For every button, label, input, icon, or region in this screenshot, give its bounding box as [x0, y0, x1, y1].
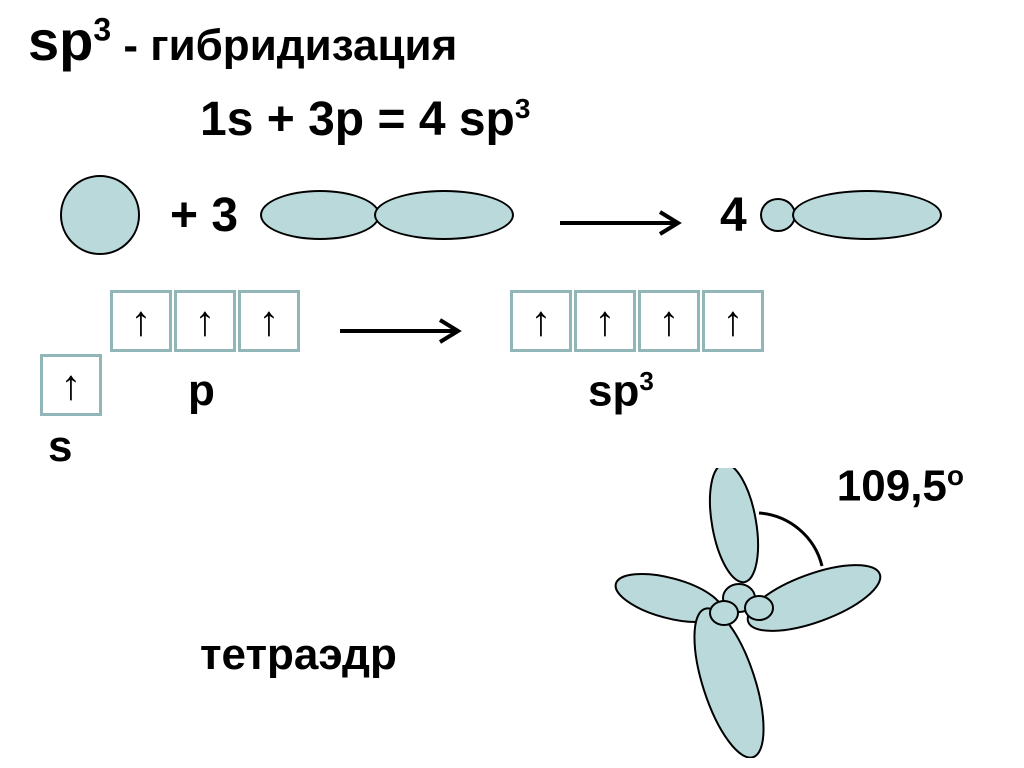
sp3-label-text: sp	[588, 367, 639, 416]
title-sup: 3	[93, 11, 111, 47]
tetrahedral-diagram	[564, 468, 904, 758]
orbital-box-sp3: ↑	[638, 290, 700, 352]
plus-three-label: + 3	[170, 188, 238, 243]
electron-arrow-icon: ↑	[131, 297, 152, 345]
sp3-label: sp3	[588, 366, 654, 417]
p-label: p	[188, 366, 215, 416]
title-sp: sp	[28, 9, 93, 72]
sp3-label-sup: 3	[639, 366, 653, 396]
equation-sup: 3	[515, 93, 531, 124]
electron-arrow-icon: ↑	[61, 361, 82, 409]
equation-text: 1s + 3p = 4 sp	[200, 93, 515, 146]
electron-configuration: ↑ ↑ ↑ ↑ s p ↑ ↑ ↑ ↑ sp3	[40, 290, 980, 440]
electron-arrow-icon: ↑	[195, 297, 216, 345]
four-label: 4	[720, 188, 747, 243]
orbital-shapes-row: + 3 4	[30, 170, 990, 260]
electron-arrow-icon: ↑	[259, 297, 280, 345]
electron-arrow-icon: ↑	[723, 297, 744, 345]
orbital-box-s: ↑	[40, 354, 102, 416]
orbital-box-p: ↑	[110, 290, 172, 352]
sp3-orbital-shape	[760, 190, 942, 240]
orbital-box-sp3: ↑	[574, 290, 636, 352]
s-label: s	[48, 422, 72, 472]
s-orbital-shape	[60, 175, 140, 255]
geometry-label: тетраэдр	[200, 630, 397, 680]
electron-arrow-icon: ↑	[531, 297, 552, 345]
reaction-arrow-icon	[560, 208, 690, 238]
transition-arrow-icon	[340, 316, 470, 346]
hybridization-equation: 1s + 3p = 4 sp3	[200, 92, 530, 147]
orbital-box-p: ↑	[174, 290, 236, 352]
angle-degree: o	[947, 460, 964, 491]
orbital-box-sp3: ↑	[702, 290, 764, 352]
electron-arrow-icon: ↑	[595, 297, 616, 345]
electron-arrow-icon: ↑	[659, 297, 680, 345]
orbital-box-sp3: ↑	[510, 290, 572, 352]
p-orbital-shape	[260, 190, 514, 245]
page-title: sp3 - гибридизация	[28, 8, 457, 73]
title-rest: - гибридизация	[111, 21, 457, 70]
orbital-box-p: ↑	[238, 290, 300, 352]
